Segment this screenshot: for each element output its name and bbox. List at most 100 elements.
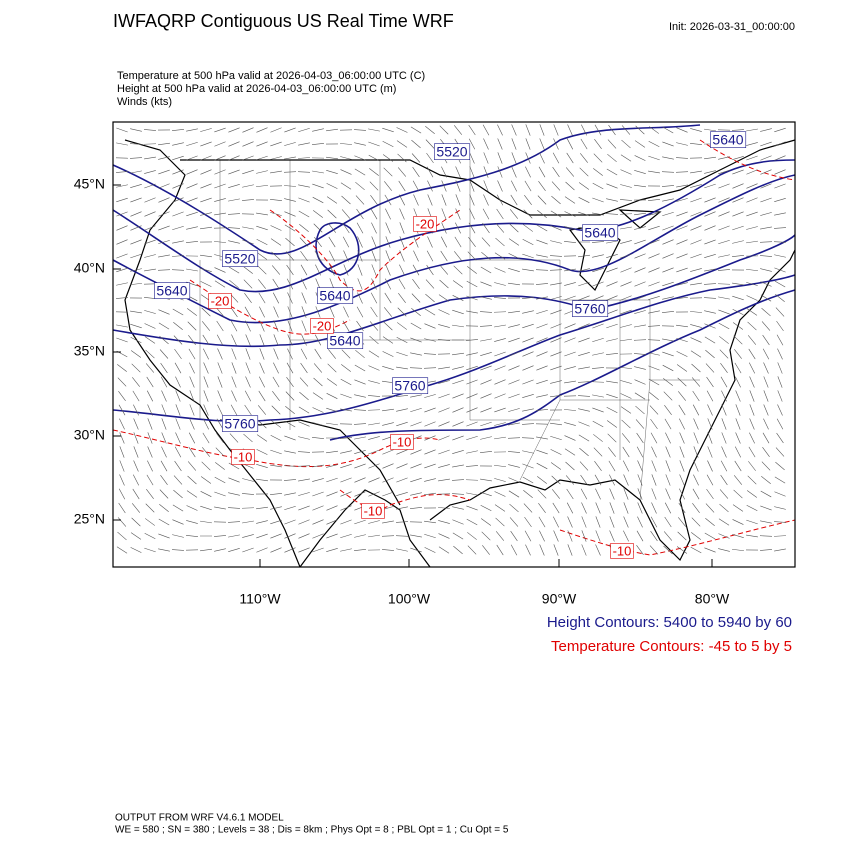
wind-barb <box>536 323 548 329</box>
wind-barb <box>313 223 323 233</box>
wind-barb <box>493 297 507 299</box>
wind-barb <box>272 292 280 304</box>
wind-barb <box>256 547 268 553</box>
lat-label: 45°N <box>74 176 105 192</box>
wind-barb <box>145 363 155 373</box>
wind-barb <box>413 250 419 262</box>
wind-barb <box>200 505 212 511</box>
wind-barb <box>186 141 198 147</box>
temp-label: -20 <box>313 318 332 333</box>
wind-barb <box>718 156 730 160</box>
wind-barb <box>341 364 351 372</box>
wind-barb <box>228 155 240 161</box>
wind-barb <box>172 225 184 231</box>
wind-barb <box>256 170 268 174</box>
wind-barb <box>284 198 296 202</box>
wind-barb <box>734 349 742 359</box>
height-label: 5640 <box>584 225 615 241</box>
wind-barb <box>705 517 715 527</box>
wind-barb <box>704 532 716 540</box>
wind-barb <box>494 351 506 357</box>
wind-barb <box>439 279 449 289</box>
wind-barb <box>188 335 196 345</box>
wind-barb <box>200 212 212 216</box>
wind-barb <box>748 446 756 458</box>
wind-barb <box>438 435 450 441</box>
wind-barb <box>368 365 380 371</box>
wind-barb <box>439 125 449 135</box>
wind-barb <box>581 124 587 136</box>
wind-barb <box>187 461 197 471</box>
wind-barb <box>452 324 464 328</box>
wind-barb <box>663 391 673 401</box>
wind-barb <box>326 407 338 413</box>
wind-barb <box>746 240 758 244</box>
wind-barb <box>676 282 688 286</box>
wind-barb <box>186 505 198 511</box>
wind-barb <box>719 349 729 359</box>
wind-barb <box>353 409 367 411</box>
wind-barb <box>721 446 727 458</box>
wind-barb <box>384 292 392 304</box>
wind-barb <box>581 502 587 514</box>
wind-barb <box>427 194 433 206</box>
wind-barb <box>116 142 128 146</box>
wind-barb <box>313 210 323 218</box>
wind-barb <box>354 548 366 552</box>
wind-barb <box>438 507 450 509</box>
wind-barb <box>147 404 153 416</box>
wind-barb <box>119 446 125 458</box>
wind-barb <box>116 253 128 259</box>
wind-barb <box>773 241 787 243</box>
wind-barb <box>648 212 660 216</box>
wind-barb <box>580 153 588 163</box>
wind-barb <box>508 393 520 399</box>
temp-contour <box>112 429 441 468</box>
wind-barb <box>676 225 688 231</box>
wind-barb <box>483 152 489 164</box>
wind-barb <box>635 125 645 135</box>
wind-barb <box>186 268 198 272</box>
wind-barb <box>186 169 198 175</box>
wind-barb <box>664 405 672 415</box>
wind-barb <box>580 474 588 486</box>
wind-barb <box>508 365 520 371</box>
wind-barb <box>201 461 211 471</box>
wind-barb <box>217 404 223 416</box>
wind-barb <box>608 447 616 457</box>
wind-barb <box>116 267 128 273</box>
wind-barb <box>676 364 688 372</box>
wind-barb <box>396 351 408 357</box>
wind-barb <box>497 152 503 164</box>
wind-barb <box>536 462 548 470</box>
wind-barb <box>410 394 422 398</box>
wind-barb <box>117 517 127 527</box>
wind-barb <box>144 197 156 203</box>
wind-barb <box>494 267 506 273</box>
label-box <box>327 332 364 350</box>
wind-barb <box>578 197 590 203</box>
wind-barb <box>690 253 702 259</box>
wind-barb <box>595 530 601 542</box>
wind-barb <box>326 464 338 468</box>
wind-barb <box>538 180 546 192</box>
wind-barb <box>539 124 545 136</box>
wind-barb <box>425 279 435 289</box>
wind-barb <box>356 306 364 318</box>
wind-barb <box>438 309 450 315</box>
wind-barb <box>481 237 491 247</box>
wind-barb <box>283 171 297 173</box>
wind-barb <box>564 323 576 329</box>
wind-barb <box>496 544 504 556</box>
wind-barb <box>203 362 209 374</box>
wind-barb <box>480 505 492 511</box>
wind-barb <box>217 376 223 388</box>
wind-barb <box>382 520 394 524</box>
wind-barb <box>438 546 450 554</box>
wind-barb <box>312 128 324 132</box>
wind-barb <box>285 391 295 401</box>
wind-barb <box>186 520 198 524</box>
wind-barb <box>200 128 212 132</box>
wind-barb <box>661 185 675 187</box>
wind-barb <box>661 171 675 173</box>
